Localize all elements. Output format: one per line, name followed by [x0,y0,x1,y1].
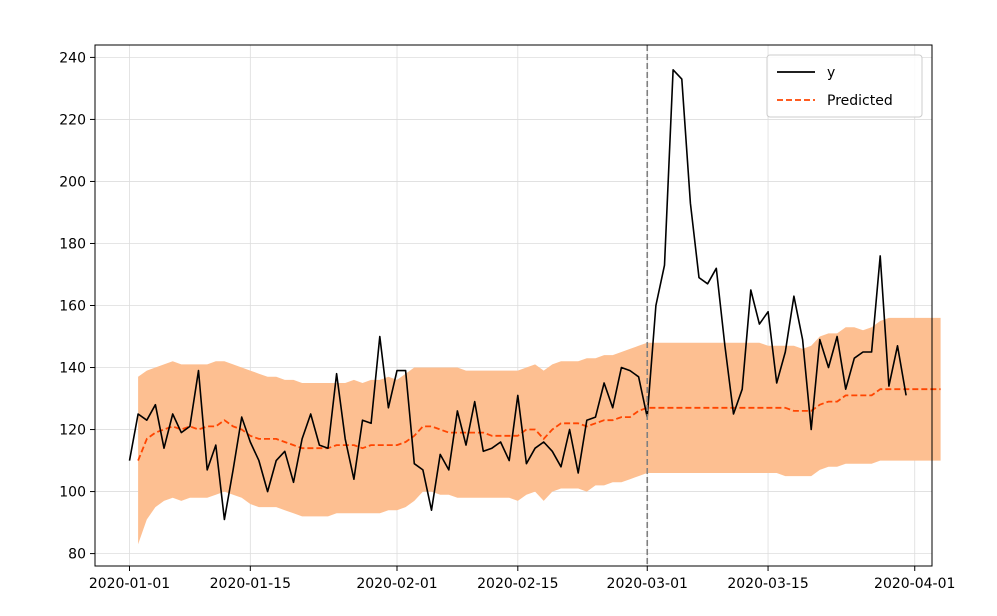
y-tick-label: 180 [59,236,86,252]
x-tick-label: 2020-02-15 [477,576,558,592]
legend: y Predicted [766,54,923,118]
legend-label: y [827,65,835,81]
legend-label: Predicted [827,93,893,109]
series-layer [128,69,941,521]
x-tick-label: 2020-01-01 [89,576,170,592]
series-line-predicted [137,388,941,461]
prediction-interval-band-layer [138,317,941,545]
prediction-interval-band [138,317,941,545]
y-tick-label: 160 [59,299,86,315]
axis-ticks: 2020-01-01 2020-01-15 2020-02-01 2020-02-15… [59,50,955,592]
y-tick-label: 80 [68,547,86,563]
y-tick-label: 200 [59,174,86,190]
legend-box [766,54,923,118]
y-tick-label: 240 [59,50,86,66]
y-tick-label: 140 [59,361,86,377]
x-tick-label: 2020-02-01 [356,576,437,592]
x-tick-label: 2020-01-15 [210,576,291,592]
x-tick-label: 2020-04-01 [874,576,955,592]
y-tick-label: 100 [59,485,86,501]
x-tick-label: 2020-03-01 [607,576,688,592]
y-tick-label: 120 [59,423,86,439]
y-tick-label: 220 [59,112,86,128]
series-line-y [128,69,907,521]
x-tick-label: 2020-03-15 [727,576,808,592]
